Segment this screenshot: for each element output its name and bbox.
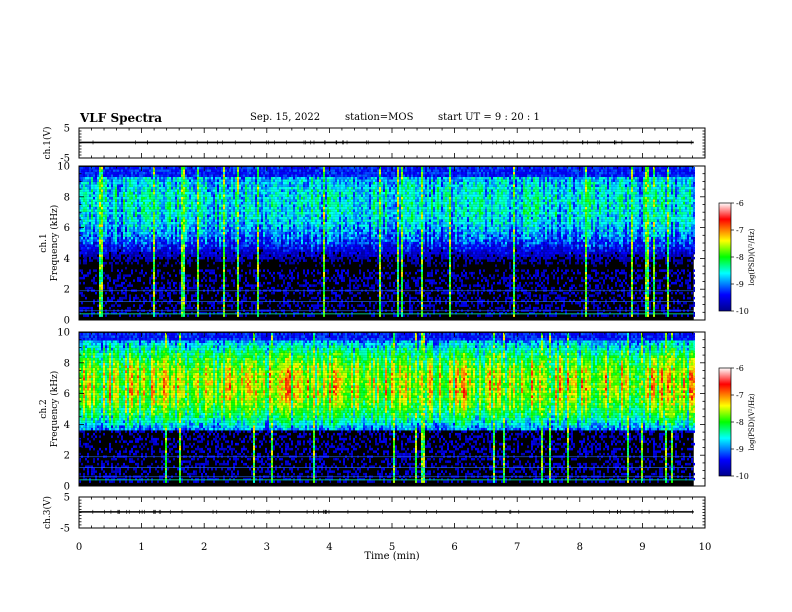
x-tick-4: 4	[326, 542, 332, 553]
spectrogram-ch2-image	[79, 332, 695, 486]
waveform-ch3-trace	[79, 510, 694, 514]
spectrogram-ch1-ytick-0: 0	[64, 316, 70, 327]
x-tick-10: 10	[699, 542, 712, 553]
spectrogram-ch1-colorbar: -6 -7 -8 -9 -10 log(PSD)(V²/Hz)	[719, 199, 756, 316]
waveform-ch3-axes: 5 -5 ch.3(V)	[42, 493, 705, 535]
spectrogram-ch2-colorbar-tick-0: -6	[736, 364, 744, 373]
spectrogram-ch2-colorbar-tick-3: -9	[736, 445, 744, 454]
waveform-ch1-trace	[79, 140, 694, 144]
x-tick-0: 0	[76, 542, 82, 553]
spectrogram-ch2-ytick-0: 0	[64, 482, 70, 493]
spectrogram-ch2-ylabel-channel: ch.2	[39, 399, 49, 418]
spectrogram-ch1-colorbar-label: log(PSD)(V²/Hz)	[748, 228, 756, 285]
spectrogram-ch1-ytick-1: 2	[64, 285, 70, 296]
spectrogram-ch1-colorbar-tick-1: -7	[736, 226, 744, 235]
waveform-ch3-ytick-1: -5	[60, 524, 70, 535]
x-tick-9: 9	[639, 542, 645, 553]
spectrogram-ch2-ytick-1: 2	[64, 451, 70, 462]
x-tick-7: 7	[514, 542, 520, 553]
waveform-ch1-ylabel: ch.1(V)	[42, 127, 53, 160]
waveform-ch1-axes: 5-5ch.1(V)	[42, 124, 705, 165]
x-tick-3: 3	[264, 542, 270, 553]
spectrogram-ch2-colorbar: -6 -7 -8 -9 -10 log(PSD)(V²/Hz)	[719, 364, 756, 481]
waveform-ch3-ylabel: ch.3(V)	[42, 496, 53, 529]
x-axis-label: Time (min)	[364, 551, 419, 562]
spectrogram-ch1-ytick-2: 4	[64, 254, 70, 265]
spectrogram-ch1-ytick-3: 6	[64, 223, 70, 234]
spectrogram-ch1-image	[79, 166, 695, 320]
spectrogram-ch1-ylabel-channel: ch.1	[39, 233, 49, 252]
spectrogram-ch1-colorbar-tick-0: -6	[736, 199, 744, 208]
waveform-ch1-ytick-0: 5	[64, 124, 70, 135]
x-tick-8: 8	[577, 542, 583, 553]
spectrogram-ch2-colorbar-tick-2: -8	[736, 418, 744, 427]
spectrogram-ch2-ytick-3: 6	[64, 389, 70, 400]
spectrogram-ch2-colorbar-label: log(PSD)(V²/Hz)	[748, 393, 756, 450]
x-tick-1: 1	[138, 542, 144, 553]
spectrogram-ch1-ylabel: Frequency (kHz)	[49, 205, 60, 282]
spectrogram-ch2-ytick-5: 10	[57, 328, 70, 339]
spectrogram-ch2-colorbar-tick-4: -10	[736, 472, 749, 481]
spectrogram-ch1-colorbar-tick-3: -9	[736, 280, 744, 289]
x-tick-6: 6	[451, 542, 457, 553]
spectrogram-ch2-ylabel: Frequency (kHz)	[49, 371, 60, 448]
spectrogram-ch1-colorbar-tick-2: -8	[736, 253, 744, 262]
waveform-ch3-ytick-0: 5	[64, 493, 70, 504]
spectrogram-ch1-ytick-5: 10	[57, 162, 70, 173]
spectrogram-ch2-ytick-2: 4	[64, 420, 70, 431]
spectrogram-ch2-colorbar-tick-1: -7	[736, 391, 744, 400]
spectrogram-ch1-colorbar-tick-4: -10	[736, 307, 749, 316]
spectrogram-ch2-ytick-4: 8	[64, 358, 70, 369]
x-tick-2: 2	[201, 542, 207, 553]
spectrogram-ch1-ytick-4: 8	[64, 192, 70, 203]
spectrogram-ch1-colorbar-bar	[719, 203, 731, 311]
spectrogram-ch2-colorbar-bar	[719, 368, 731, 476]
